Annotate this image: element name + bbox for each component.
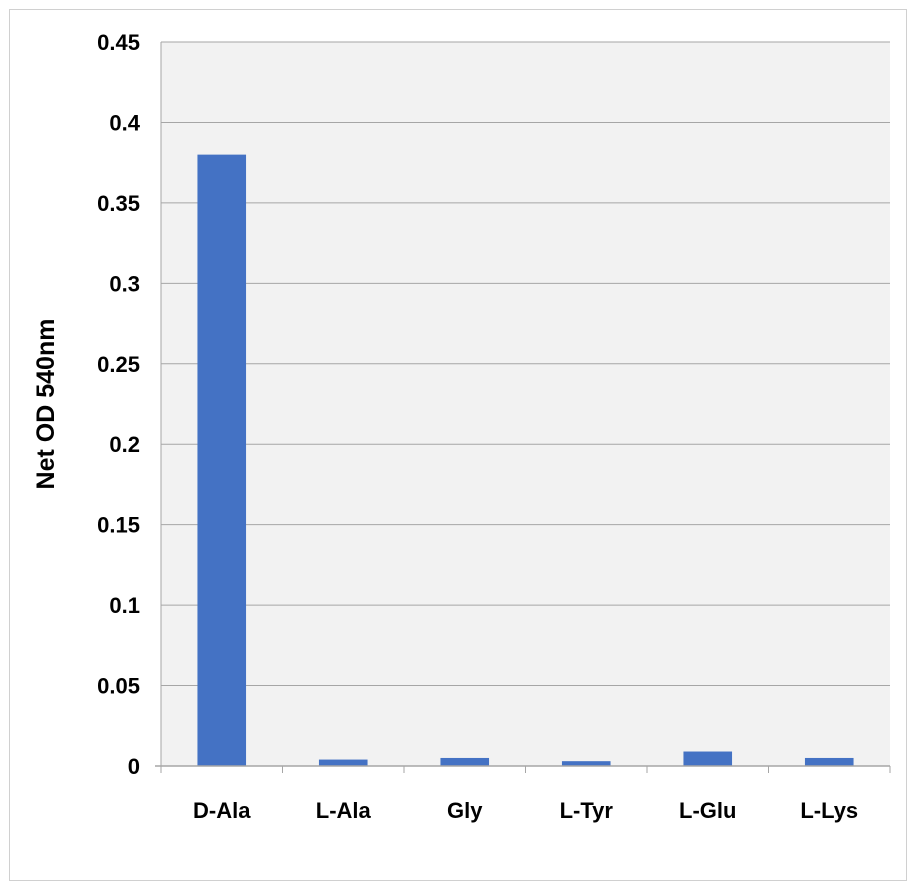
x-tick-label: L-Glu: [679, 798, 736, 823]
bar-l-glu: [683, 751, 733, 766]
x-tick-label: Gly: [447, 798, 483, 823]
y-tick-label: 0.25: [97, 352, 140, 377]
y-tick-label: 0.35: [97, 191, 140, 216]
bar-l-ala: [318, 759, 368, 766]
y-tick-label: 0.2: [109, 432, 140, 457]
bar-l-lys: [804, 757, 854, 766]
bar-d-ala: [197, 154, 247, 767]
bar-l-tyr: [561, 761, 611, 766]
x-tick-label: L-Ala: [316, 798, 372, 823]
y-tick-label: 0.05: [97, 674, 140, 699]
x-tick-labels: D-Ala L-Ala Gly L-Tyr L-Glu L-Lys: [193, 798, 858, 823]
y-tick-label: 0.1: [109, 593, 140, 618]
x-tick-label: L-Lys: [800, 798, 858, 823]
y-tick-label: 0.4: [109, 110, 140, 135]
axes: [155, 42, 891, 773]
x-tick-label: D-Ala: [193, 798, 251, 823]
y-tick-label: 0: [128, 754, 140, 779]
y-axis-title: Net OD 540nm: [32, 319, 60, 490]
y-tick-label: 0.15: [97, 513, 140, 538]
bars: [197, 154, 854, 767]
y-tick-labels: 0 0.05 0.1 0.15 0.2 0.25 0.3 0.35 0.4 0.45: [97, 30, 141, 779]
y-tick-label: 0.3: [109, 271, 140, 296]
plot-area: [161, 42, 890, 766]
x-tick-label: L-Tyr: [560, 798, 614, 823]
gridlines: [161, 41, 890, 687]
bar-gly: [440, 757, 490, 766]
y-tick-label: 0.45: [97, 30, 140, 55]
